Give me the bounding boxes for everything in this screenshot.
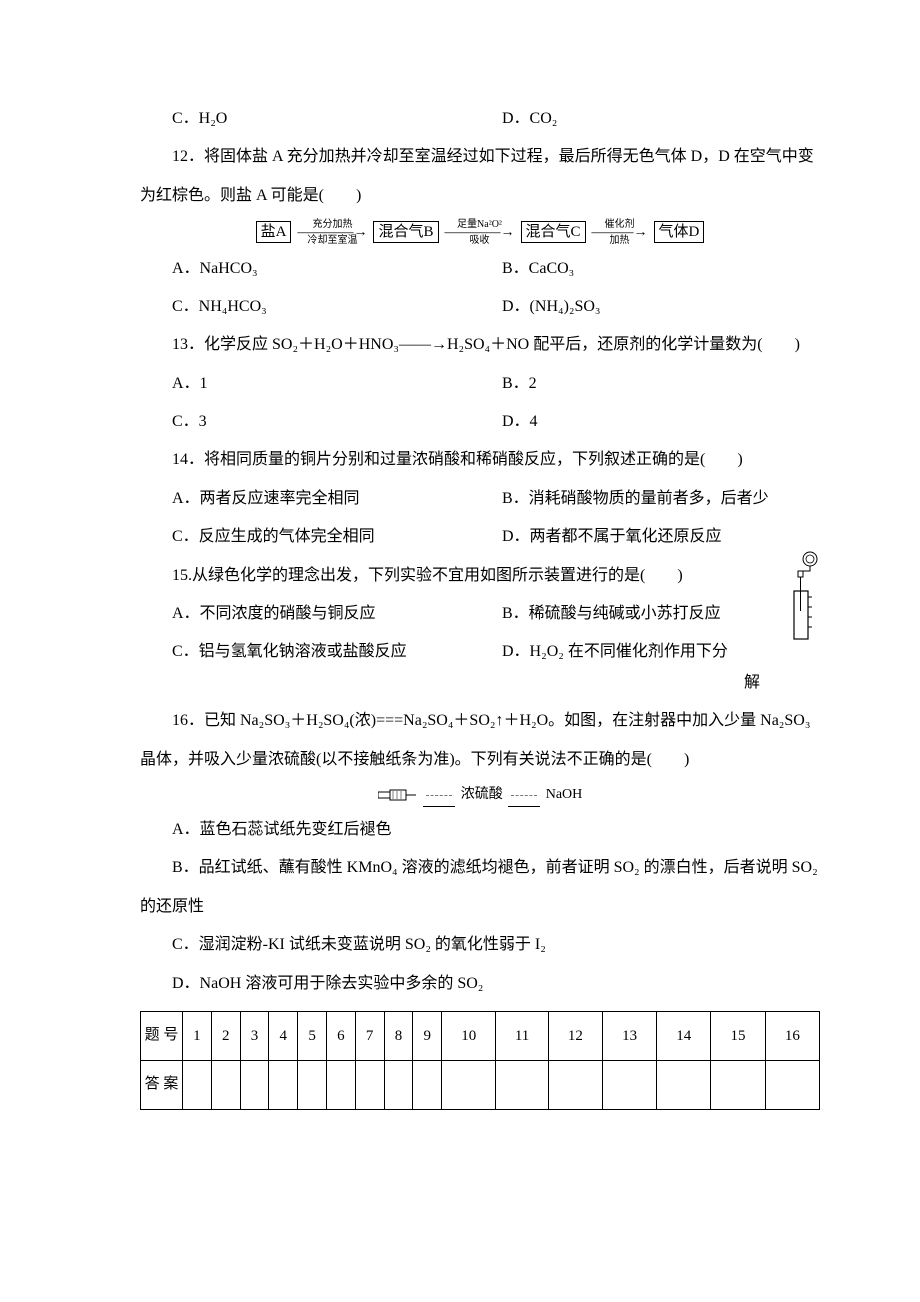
table-answer-cell xyxy=(548,1060,602,1109)
q16-opt-a: A．蓝色石蕊试纸先变红后褪色 xyxy=(140,811,820,849)
q15-block: 15.从绿色化学的理念出发，下列实验不宜用如图所示装置进行的是( ) A．不同浓… xyxy=(140,557,820,703)
q14-options-ab: A．两者反应速率完全相同 B．消耗硝酸物质的量前者多，后者少 xyxy=(140,480,820,518)
q15-options-cd: C．铝与氢氧化钠溶液或盐酸反应 D．H₂O₂ 在不同催化剂作用下分 xyxy=(140,633,788,671)
table-col-num: 13 xyxy=(602,1011,656,1060)
table-answer-cell xyxy=(384,1060,413,1109)
table-answer-cell xyxy=(211,1060,240,1109)
table-col-num: 15 xyxy=(711,1011,765,1060)
table-answer-cell xyxy=(269,1060,298,1109)
q15-stem: 15.从绿色化学的理念出发，下列实验不宜用如图所示装置进行的是( ) xyxy=(140,557,820,595)
table-col-num: 12 xyxy=(548,1011,602,1060)
q14-stem: 14．将相同质量的铜片分别和过量浓硝酸和稀硝酸反应，下列叙述正确的是( ) xyxy=(140,441,820,479)
q12-opt-c: C．NH₄HCO₃ xyxy=(140,288,470,326)
q13-opt-a: A．1 xyxy=(140,365,470,403)
table-answer-cell xyxy=(711,1060,765,1109)
q12-stem: 12．将固体盐 A 充分加热并冷却至室温经过如下过程，最后所得无色气体 D，D … xyxy=(140,138,820,215)
q12-node-a: 盐A xyxy=(256,221,292,243)
table-answer-cell xyxy=(183,1060,212,1109)
q12-options-cd: C．NH₄HCO₃ D．(NH₄)₂SO₃ xyxy=(140,288,820,326)
table-row-header: 题 号 12345678910111213141516 xyxy=(141,1011,820,1060)
table-answer-cell xyxy=(326,1060,355,1109)
table-col-num: 4 xyxy=(269,1011,298,1060)
q11-opt-c: C．H₂O xyxy=(140,100,470,138)
answer-table: 题 号 12345678910111213141516 答 案 xyxy=(140,1011,820,1110)
table-answer-cell xyxy=(657,1060,711,1109)
table-col-num: 11 xyxy=(496,1011,548,1060)
q14-opt-a: A．两者反应速率完全相同 xyxy=(140,480,470,518)
q13-options-cd: C．3 D．4 xyxy=(140,403,820,441)
q15-opt-c: C．铝与氢氧化钠溶液或盐酸反应 xyxy=(140,633,470,671)
beaker-icon xyxy=(423,783,455,807)
document-page: C．H₂O D．CO₂ 12．将固体盐 A 充分加热并冷却至室温经过如下过程，最… xyxy=(0,0,920,1170)
q14-options-cd: C．反应生成的气体完全相同 D．两者都不属于氧化还原反应 xyxy=(140,518,820,556)
table-answer-cell xyxy=(442,1060,496,1109)
table-col-num: 16 xyxy=(765,1011,819,1060)
q13-stem: 13．化学反应 SO₂＋H₂O＋HNO₃――→H₂SO₄＋NO 配平后，还原剂的… xyxy=(140,326,820,364)
q12-opt-a: A．NaHCO₃ xyxy=(140,250,470,288)
q16-stem: 16．已知 Na₂SO₃＋H₂SO₄(浓)===Na₂SO₄＋SO₂↑＋H₂O。… xyxy=(140,702,820,779)
table-answer-label: 答 案 xyxy=(141,1060,183,1109)
q12-opt-d: D．(NH₄)₂SO₃ xyxy=(470,288,601,326)
q12-node-b: 混合气B xyxy=(373,221,438,243)
table-answer-cell xyxy=(355,1060,384,1109)
q16-opt-b: B．品红试纸、蘸有酸性 KMnO₄ 溶液的滤纸均褪色，前者证明 SO₂ 的漂白性… xyxy=(140,849,820,926)
q13-opt-c: C．3 xyxy=(140,403,470,441)
q12-node-d: 气体D xyxy=(654,221,705,243)
beaker-icon xyxy=(508,783,540,807)
q14-opt-c: C．反应生成的气体完全相同 xyxy=(140,518,470,556)
q16-diagram-label-1: 浓硫酸 xyxy=(461,787,503,802)
q16-opt-d: D．NaOH 溶液可用于除去实验中多余的 SO₂ xyxy=(140,965,820,1003)
table-col-num: 10 xyxy=(442,1011,496,1060)
q13-opt-b: B．2 xyxy=(470,365,537,403)
table-col-num: 14 xyxy=(657,1011,711,1060)
table-col-num: 5 xyxy=(298,1011,327,1060)
syringe-icon xyxy=(378,786,418,804)
table-answer-cell xyxy=(413,1060,442,1109)
table-col-num: 8 xyxy=(384,1011,413,1060)
table-answer-cell xyxy=(496,1060,548,1109)
q12-diagram: 盐A 充分加热 ――――→ 冷却至室温 混合气B 足量Na²O² ――――→ 吸… xyxy=(140,219,820,245)
q14-opt-d: D．两者都不属于氧化还原反应 xyxy=(470,518,722,556)
table-col-num: 6 xyxy=(326,1011,355,1060)
q15-opt-b: B．稀硫酸与纯碱或小苏打反应 xyxy=(470,595,721,633)
table-col-num: 7 xyxy=(355,1011,384,1060)
q15-opt-a: A．不同浓度的硝酸与铜反应 xyxy=(140,595,470,633)
q14-opt-b: B．消耗硝酸物质的量前者多，后者少 xyxy=(470,480,769,518)
table-col-num: 9 xyxy=(413,1011,442,1060)
table-col-num: 1 xyxy=(183,1011,212,1060)
q12-arrow-3: 催化剂 ―――→ 加热 xyxy=(592,220,648,246)
q16-diagram: 浓硫酸 NaOH xyxy=(140,783,820,807)
table-answer-cell xyxy=(298,1060,327,1109)
apparatus-icon xyxy=(792,551,820,641)
q12-arrow-1: 充分加热 ――――→ 冷却至室温 xyxy=(297,220,367,246)
q12-arrow-2: 足量Na²O² ――――→ 吸收 xyxy=(445,220,515,246)
table-answer-cell xyxy=(602,1060,656,1109)
q13-options-ab: A．1 B．2 xyxy=(140,365,820,403)
table-col-num: 3 xyxy=(240,1011,269,1060)
table-header-label: 题 号 xyxy=(141,1011,183,1060)
q15-options-ab: A．不同浓度的硝酸与铜反应 B．稀硫酸与纯碱或小苏打反应 xyxy=(140,595,788,633)
q12-opt-b: B．CaCO₃ xyxy=(470,250,574,288)
q15-opt-d: D．H₂O₂ 在不同催化剂作用下分 xyxy=(470,633,728,671)
q16-opt-c: C．湿润淀粉-KI 试纸未变蓝说明 SO₂ 的氧化性弱于 I₂ xyxy=(140,926,820,964)
q11-opt-d: D．CO₂ xyxy=(470,100,557,138)
q11-options-cd: C．H₂O D．CO₂ xyxy=(140,100,820,138)
q13-opt-d: D．4 xyxy=(470,403,538,441)
table-answer-cell xyxy=(765,1060,819,1109)
table-col-num: 2 xyxy=(211,1011,240,1060)
table-row-answers: 答 案 xyxy=(141,1060,820,1109)
q12-node-c: 混合气C xyxy=(521,221,586,243)
q12-options-ab: A．NaHCO₃ B．CaCO₃ xyxy=(140,250,820,288)
q16-diagram-label-2: NaOH xyxy=(546,787,583,802)
table-answer-cell xyxy=(240,1060,269,1109)
